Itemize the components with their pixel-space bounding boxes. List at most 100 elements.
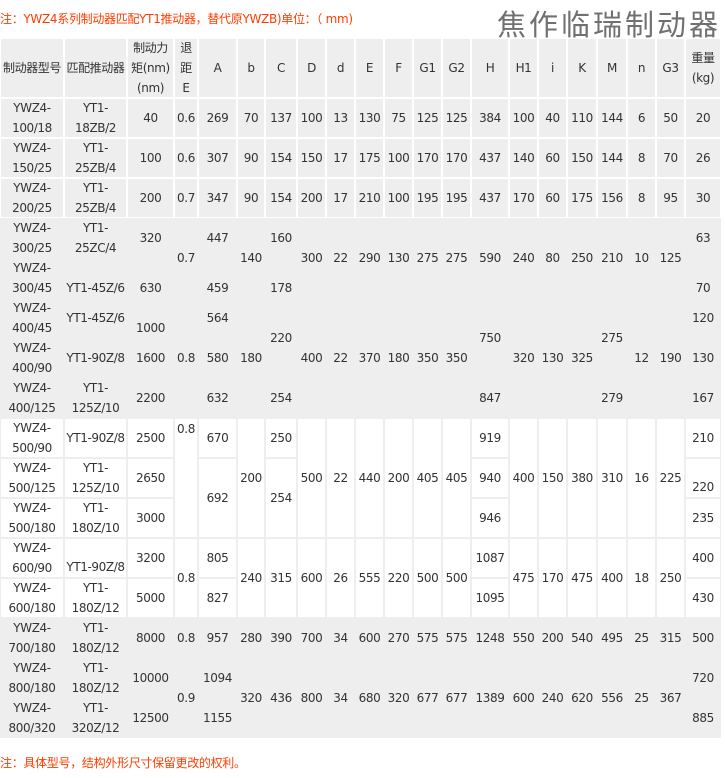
cell-e: 440 [356, 419, 383, 537]
cell-b: 180 [240, 351, 262, 365]
cell-k: 620 [571, 691, 593, 705]
cell-k: 325 [571, 351, 593, 365]
cell-f: 220 [385, 539, 412, 617]
cell-a: 564 [206, 311, 229, 325]
cell-d: 200 [298, 179, 325, 217]
column-header: i [539, 39, 566, 97]
cell-h1: 550 [512, 631, 535, 645]
column-header: G3 [657, 39, 684, 97]
column-header: H1 [510, 39, 537, 97]
cell-n: 8 [628, 179, 655, 217]
cell-a: 692 [199, 459, 236, 537]
cell-weight: 120 [692, 311, 714, 325]
cell-h: 847 [479, 391, 501, 405]
cell-actuator: YT1-45Z/6 [66, 281, 125, 295]
cell-d: 22 [333, 251, 348, 265]
column-header: A [199, 39, 236, 97]
cell-k: 175 [568, 179, 596, 217]
cell-k: 540 [571, 631, 593, 645]
cell-f: 320 [387, 691, 410, 705]
cell-h: 919 [472, 419, 508, 457]
cell-retreat-e: 0.9 [177, 691, 195, 705]
cell-torque: 2650 [128, 459, 173, 497]
cell-d: 700 [300, 631, 323, 645]
cell-h: 1248 [475, 631, 505, 645]
column-header: 重量 (kg) [686, 39, 720, 97]
cell-g3: 50 [657, 99, 684, 137]
column-header: H [472, 39, 508, 97]
cell-g2: 500 [443, 539, 470, 617]
cell-h: 437 [472, 179, 508, 217]
cell-model: YWZ4- 100/18 [1, 99, 63, 137]
cell-torque: 1000 [136, 321, 165, 335]
cell-h1: 600 [512, 691, 535, 705]
cell-retreat-e: 0.7 [177, 251, 195, 265]
brand-logo-text: 焦作临瑞制动器 [496, 8, 721, 42]
cell-retreat-e: 0.6 [175, 139, 197, 177]
cell-model: YWZ4- 300/45 [12, 261, 52, 295]
cell-g3: 95 [657, 179, 684, 217]
cell-actuator: YT1- 320Z/12 [71, 701, 120, 735]
cell-torque: 630 [139, 281, 162, 295]
cell-g1: 125 [414, 99, 441, 137]
cell-weight: 30 [686, 179, 720, 217]
cell-m: 279 [601, 391, 623, 405]
cell-f: 100 [385, 179, 412, 217]
cell-d: 500 [298, 419, 325, 537]
cell-weight: 235 [686, 499, 720, 537]
cell-i: 60 [539, 139, 566, 177]
cell-weight: 130 [692, 351, 714, 365]
cell-d: 800 [300, 691, 323, 705]
cell-c: 220 [270, 331, 292, 345]
cell-a: 670 [199, 419, 236, 457]
cell-c: 160 [270, 231, 292, 245]
cell-weight: 20 [686, 99, 720, 137]
cell-f: 180 [387, 351, 410, 365]
cell-c: 436 [270, 691, 292, 705]
cell-g3: 125 [659, 251, 682, 265]
cell-n: 18 [628, 539, 655, 617]
cell-h: 1389 [475, 691, 505, 705]
cell-a: 827 [199, 579, 236, 617]
cell-retreat-e: 0.8 [177, 351, 195, 365]
cell-g2: 275 [445, 251, 468, 265]
cell-h1: 100 [510, 99, 537, 137]
cell-h: 940 [472, 459, 508, 497]
cell-d: 34 [333, 631, 348, 645]
cell-d: 22 [333, 351, 348, 365]
cell-a: 459 [206, 281, 229, 295]
cell-d: 22 [327, 419, 354, 537]
cell-i: 60 [539, 179, 566, 217]
cell-retreat-e: 0.8 [175, 419, 197, 537]
cell-actuator: YT1-90Z/8 [65, 419, 126, 457]
column-header: M [598, 39, 626, 97]
cell-model: YWZ4- 600/180 [1, 579, 63, 617]
cell-model: YWZ4- 700/180 [8, 621, 56, 655]
cell-actuator: YT1- 18ZB/2 [65, 99, 126, 137]
cell-actuator: YT1- 25ZB/4 [65, 139, 126, 177]
cell-e: 600 [358, 631, 381, 645]
cell-b: 90 [238, 179, 264, 217]
cell-torque: 320 [139, 231, 162, 245]
cell-b: 280 [240, 631, 262, 645]
cell-g1: 275 [416, 251, 439, 265]
cell-h: 946 [472, 499, 508, 537]
cell-g2: 405 [443, 419, 470, 537]
cell-h: 1095 [472, 579, 508, 617]
cell-h: 750 [479, 331, 501, 345]
cell-k: 475 [568, 539, 596, 617]
column-header: K [568, 39, 596, 97]
cell-h1: 140 [510, 139, 537, 177]
cell-retreat-e: 0.8 [177, 631, 195, 645]
cell-h: 437 [472, 139, 508, 177]
cell-c: 137 [266, 99, 296, 137]
cell-m: 210 [601, 251, 623, 265]
cell-m: 275 [601, 331, 623, 345]
cell-b: 90 [238, 139, 264, 177]
cell-c: 250 [266, 419, 296, 457]
cell-n: 12 [634, 351, 649, 365]
cell-weight: 220 [686, 459, 720, 497]
column-header: D [298, 39, 325, 97]
cell-n: 25 [634, 631, 649, 645]
cell-weight: 167 [692, 391, 714, 405]
